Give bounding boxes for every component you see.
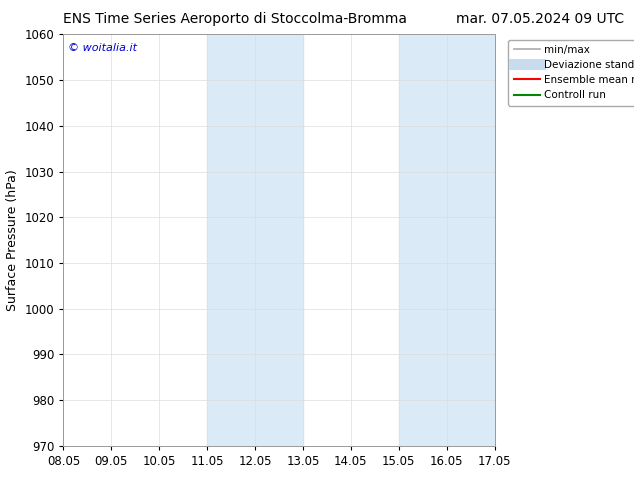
Y-axis label: Surface Pressure (hPa): Surface Pressure (hPa)	[6, 169, 19, 311]
Text: © woitalia.it: © woitalia.it	[68, 43, 137, 52]
Text: ENS Time Series Aeroporto di Stoccolma-Bromma: ENS Time Series Aeroporto di Stoccolma-B…	[63, 12, 408, 26]
Bar	[207, 34, 303, 446]
Bar	[399, 34, 495, 446]
Legend: min/max, Deviazione standard, Ensemble mean run, Controll run: min/max, Deviazione standard, Ensemble m…	[508, 40, 634, 105]
Text: mar. 07.05.2024 09 UTC: mar. 07.05.2024 09 UTC	[456, 12, 624, 26]
